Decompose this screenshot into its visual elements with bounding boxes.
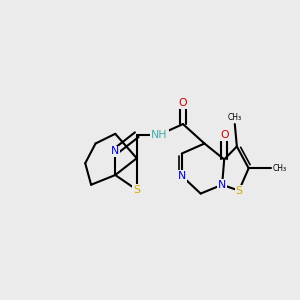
Text: S: S <box>236 186 242 196</box>
Text: N: N <box>178 171 186 181</box>
Text: S: S <box>133 185 140 195</box>
Text: CH₃: CH₃ <box>273 164 287 173</box>
Text: N: N <box>111 146 119 157</box>
Text: NH: NH <box>151 130 168 140</box>
Text: N: N <box>218 180 226 190</box>
Text: O: O <box>179 98 187 109</box>
Text: CH₃: CH₃ <box>228 113 242 122</box>
Text: O: O <box>220 130 229 140</box>
